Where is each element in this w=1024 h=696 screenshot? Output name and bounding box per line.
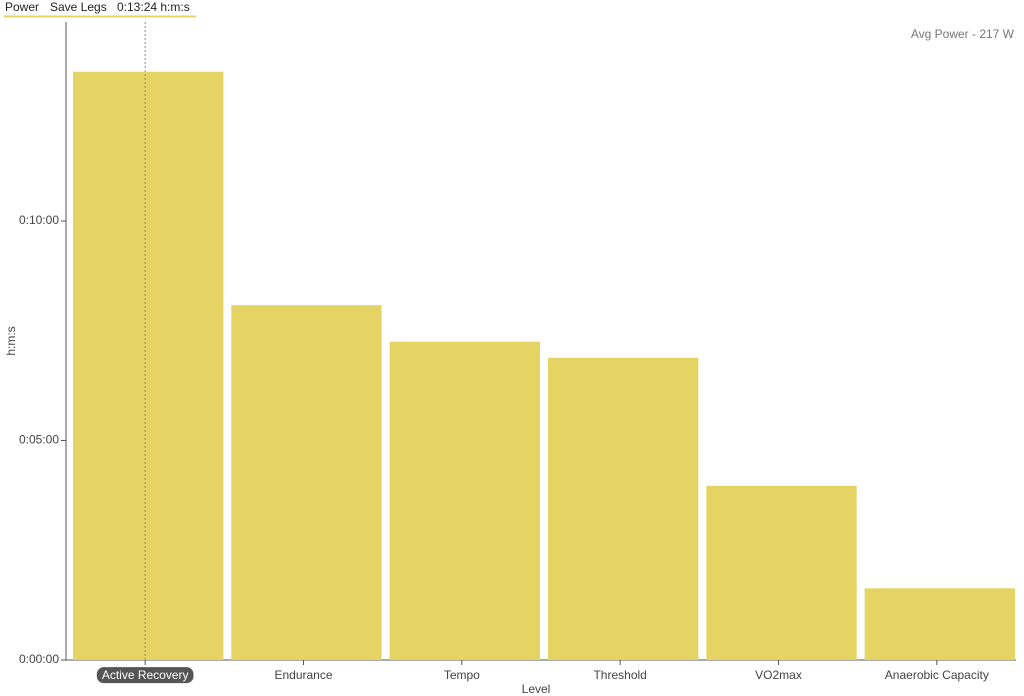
y-axis-label: h:m:s bbox=[4, 326, 18, 355]
y-tick-label: 0:00:00 bbox=[19, 652, 59, 666]
header-workout: Save Legs bbox=[50, 0, 107, 14]
bar bbox=[864, 588, 1015, 660]
annotation: Avg Power - 217 W bbox=[911, 27, 1015, 41]
header-value: 0:13:24 h:m:s bbox=[117, 0, 190, 14]
bar bbox=[706, 485, 857, 660]
bar bbox=[389, 341, 540, 660]
y-tick-label: 0:05:00 bbox=[19, 433, 59, 447]
header-series: Power bbox=[5, 0, 39, 14]
y-tick-label: 0:10:00 bbox=[19, 213, 59, 227]
bar bbox=[73, 71, 224, 660]
x-tick-label: Anaerobic Capacity bbox=[885, 668, 989, 682]
bar bbox=[548, 357, 699, 660]
x-tick-label: Tempo bbox=[444, 668, 480, 682]
x-tick-label: Threshold bbox=[593, 668, 646, 682]
bar bbox=[231, 305, 382, 660]
x-axis-label: Level bbox=[522, 682, 551, 696]
x-tick-highlight bbox=[96, 667, 194, 684]
x-tick-label: VO2max bbox=[755, 668, 802, 682]
x-tick-label: Active Recovery bbox=[102, 668, 189, 682]
x-tick-label: Endurance bbox=[274, 668, 332, 682]
